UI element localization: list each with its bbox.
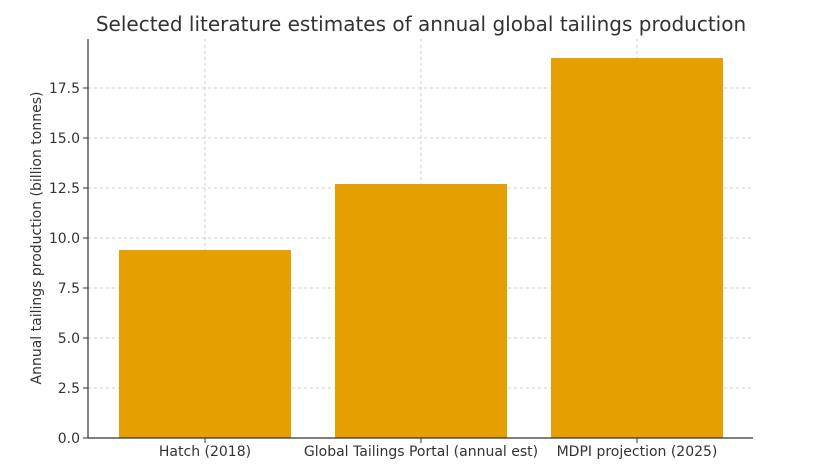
y-tick-label: 17.5 — [49, 81, 80, 97]
y-tick-label: 2.5 — [58, 381, 80, 397]
bars — [119, 58, 723, 438]
bar — [119, 250, 291, 438]
y-axis-label: Annual tailings production (billion tonn… — [29, 92, 45, 385]
x-tick-label: MDPI projection (2025) — [557, 444, 718, 460]
y-tick-label: 0.0 — [58, 431, 80, 447]
y-tick-label: 10.0 — [49, 231, 80, 247]
y-tick-label: 7.5 — [58, 281, 80, 297]
x-tick-label: Hatch (2018) — [159, 444, 251, 460]
bar — [551, 58, 723, 438]
y-tick-label: 5.0 — [58, 331, 80, 347]
bar — [335, 184, 507, 438]
chart-title: Selected literature estimates of annual … — [96, 12, 746, 36]
y-axis-ticks: 0.0 2.5 5.0 7.5 10.0 12.5 15.0 17.5 — [49, 81, 88, 447]
x-tick-label: Global Tailings Portal (annual est) — [304, 444, 538, 460]
x-axis-ticks: Hatch (2018) Global Tailings Portal (annu… — [159, 438, 717, 460]
y-tick-label: 15.0 — [49, 131, 80, 147]
y-tick-label: 12.5 — [49, 181, 80, 197]
